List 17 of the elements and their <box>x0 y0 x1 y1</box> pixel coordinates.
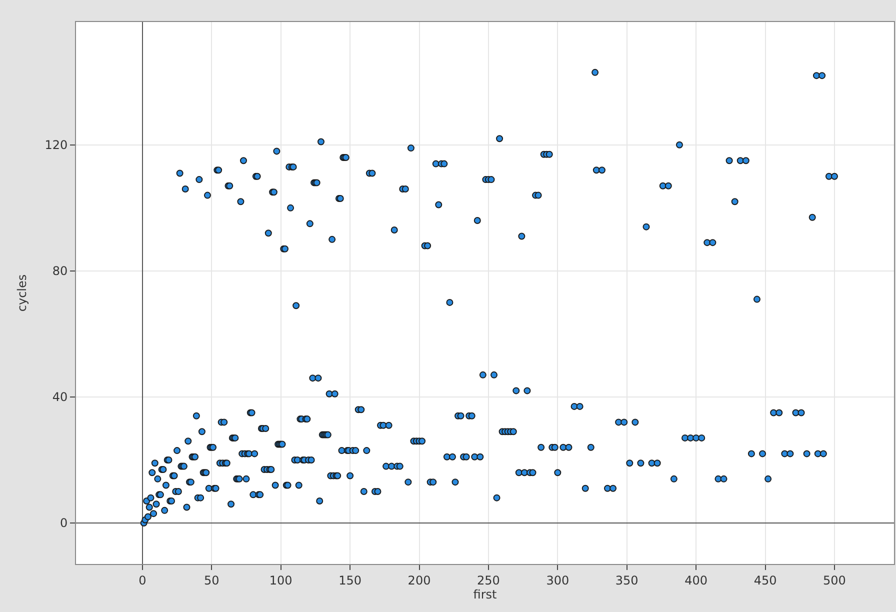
x-tick-label: 500 <box>823 573 846 588</box>
x-tick-label: 150 <box>338 573 362 588</box>
y-tick-label: 120 <box>44 138 68 152</box>
x-tick-label: 0 <box>138 573 146 588</box>
x-tick-label: 450 <box>754 573 777 588</box>
x-axis-title: first <box>473 587 498 602</box>
x-tick-label: 50 <box>204 573 220 588</box>
y-tick-label: 40 <box>52 390 68 404</box>
x-tick-label: 200 <box>408 573 431 588</box>
y-axis-title: cycles <box>14 274 29 312</box>
y-tick-label: 80 <box>52 264 68 278</box>
x-tick-label: 400 <box>684 573 708 588</box>
x-tick-label: 250 <box>477 573 500 588</box>
x-tick-label: 100 <box>269 573 292 588</box>
x-tick-label: 300 <box>546 573 570 588</box>
x-tick-label: 350 <box>615 573 638 588</box>
y-tick-label: 0 <box>60 516 68 530</box>
